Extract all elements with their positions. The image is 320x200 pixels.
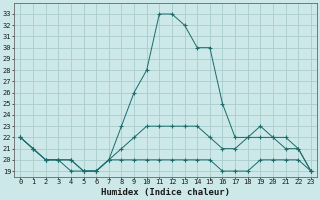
X-axis label: Humidex (Indice chaleur): Humidex (Indice chaleur) — [101, 188, 230, 197]
